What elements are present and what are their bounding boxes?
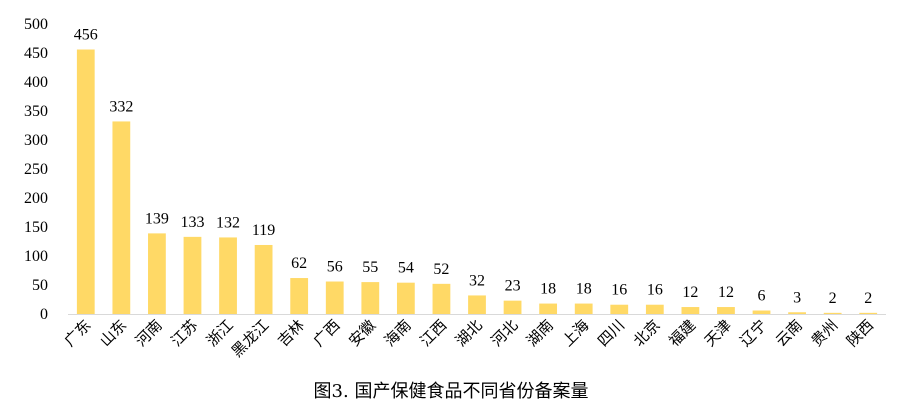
data-label: 54 (398, 260, 414, 277)
x-tick-label: 广东 (61, 316, 95, 350)
data-label: 132 (216, 214, 240, 231)
y-tick-label: 150 (24, 219, 48, 236)
y-tick-label: 450 (24, 45, 48, 62)
bar (219, 237, 237, 314)
data-label: 52 (433, 261, 449, 278)
x-tick-label: 贵州 (808, 316, 842, 350)
data-label: 32 (469, 272, 485, 289)
bar (788, 312, 806, 314)
x-tick-label: 黑龙江 (228, 316, 273, 361)
y-tick-label: 250 (24, 161, 48, 178)
y-tick-label: 0 (40, 306, 48, 323)
bar (290, 278, 309, 314)
data-label: 12 (718, 284, 734, 301)
bar (183, 236, 202, 314)
data-label: 18 (576, 281, 592, 298)
y-tick-label: 400 (24, 74, 48, 91)
data-label: 16 (647, 282, 663, 299)
bar (610, 304, 629, 314)
bar (681, 307, 700, 314)
bar (361, 282, 380, 314)
data-label: 18 (540, 281, 556, 298)
x-tick-label: 上海 (559, 316, 593, 350)
data-label: 55 (362, 259, 378, 276)
y-tick-label: 500 (24, 16, 48, 33)
x-tick-label: 江西 (416, 316, 450, 350)
bar (752, 310, 771, 314)
x-tick-label: 广西 (310, 316, 344, 350)
y-axis: 0 50 100 150 200 250 300 350 400 450 500 (24, 16, 48, 323)
data-label: 12 (682, 284, 698, 301)
bar (148, 233, 166, 314)
x-tick-label: 陕西 (843, 316, 877, 350)
x-tick-label: 北京 (630, 316, 664, 350)
data-label: 139 (145, 210, 169, 227)
x-tick-label: 湖南 (523, 316, 557, 350)
x-tick-label: 海南 (381, 316, 415, 350)
x-tick-label: 湖北 (452, 316, 486, 350)
bar (823, 312, 842, 314)
chart-title: 图3. 国产保健食品不同省份备案量 (313, 381, 589, 402)
data-label: 133 (180, 214, 204, 231)
bar (396, 282, 415, 314)
bar (254, 244, 273, 314)
data-label: 16 (611, 282, 627, 299)
data-label: 332 (109, 98, 133, 115)
bar (325, 281, 344, 314)
bar (539, 303, 558, 314)
bar (76, 49, 95, 315)
x-tick-label: 吉林 (274, 316, 308, 350)
x-tick-label: 天津 (701, 316, 735, 350)
bar (645, 304, 664, 314)
y-tick-label: 300 (24, 132, 48, 149)
x-tick-label: 山东 (96, 316, 130, 350)
bar (468, 295, 486, 314)
bar (859, 312, 878, 314)
y-tick-label: 100 (24, 248, 48, 265)
bar (574, 303, 593, 314)
bars (76, 49, 878, 315)
y-tick-label: 350 (24, 103, 48, 120)
x-tick-label: 河北 (487, 316, 521, 350)
bar (503, 300, 522, 314)
x-tick-label: 辽宁 (736, 316, 770, 350)
data-label: 2 (864, 290, 872, 307)
data-label: 23 (505, 278, 521, 295)
bar (717, 307, 735, 314)
data-label: 6 (758, 288, 766, 305)
data-label: 62 (291, 255, 307, 272)
y-tick-label: 50 (32, 277, 48, 294)
data-label: 56 (327, 259, 343, 276)
x-tick-label: 江苏 (167, 316, 201, 350)
bar (112, 121, 131, 314)
x-tick-label: 福建 (665, 316, 699, 350)
x-tick-label: 河南 (132, 316, 166, 350)
x-tick-label: 四川 (594, 316, 628, 350)
x-tick-label: 云南 (772, 316, 806, 350)
data-label: 2 (829, 290, 837, 307)
data-label: 119 (252, 222, 275, 239)
x-axis: 广东 山东 河南 江苏 浙江黑龙江 吉林 广西 安徽 海南 江西 湖北 河北 湖南 上海 四川 北京 福建 天津辽… (61, 314, 886, 361)
x-tick-label: 安徽 (345, 316, 379, 350)
data-label: 3 (793, 289, 801, 306)
y-tick-label: 200 (24, 190, 48, 207)
data-label: 456 (74, 27, 98, 44)
bar (432, 283, 451, 314)
